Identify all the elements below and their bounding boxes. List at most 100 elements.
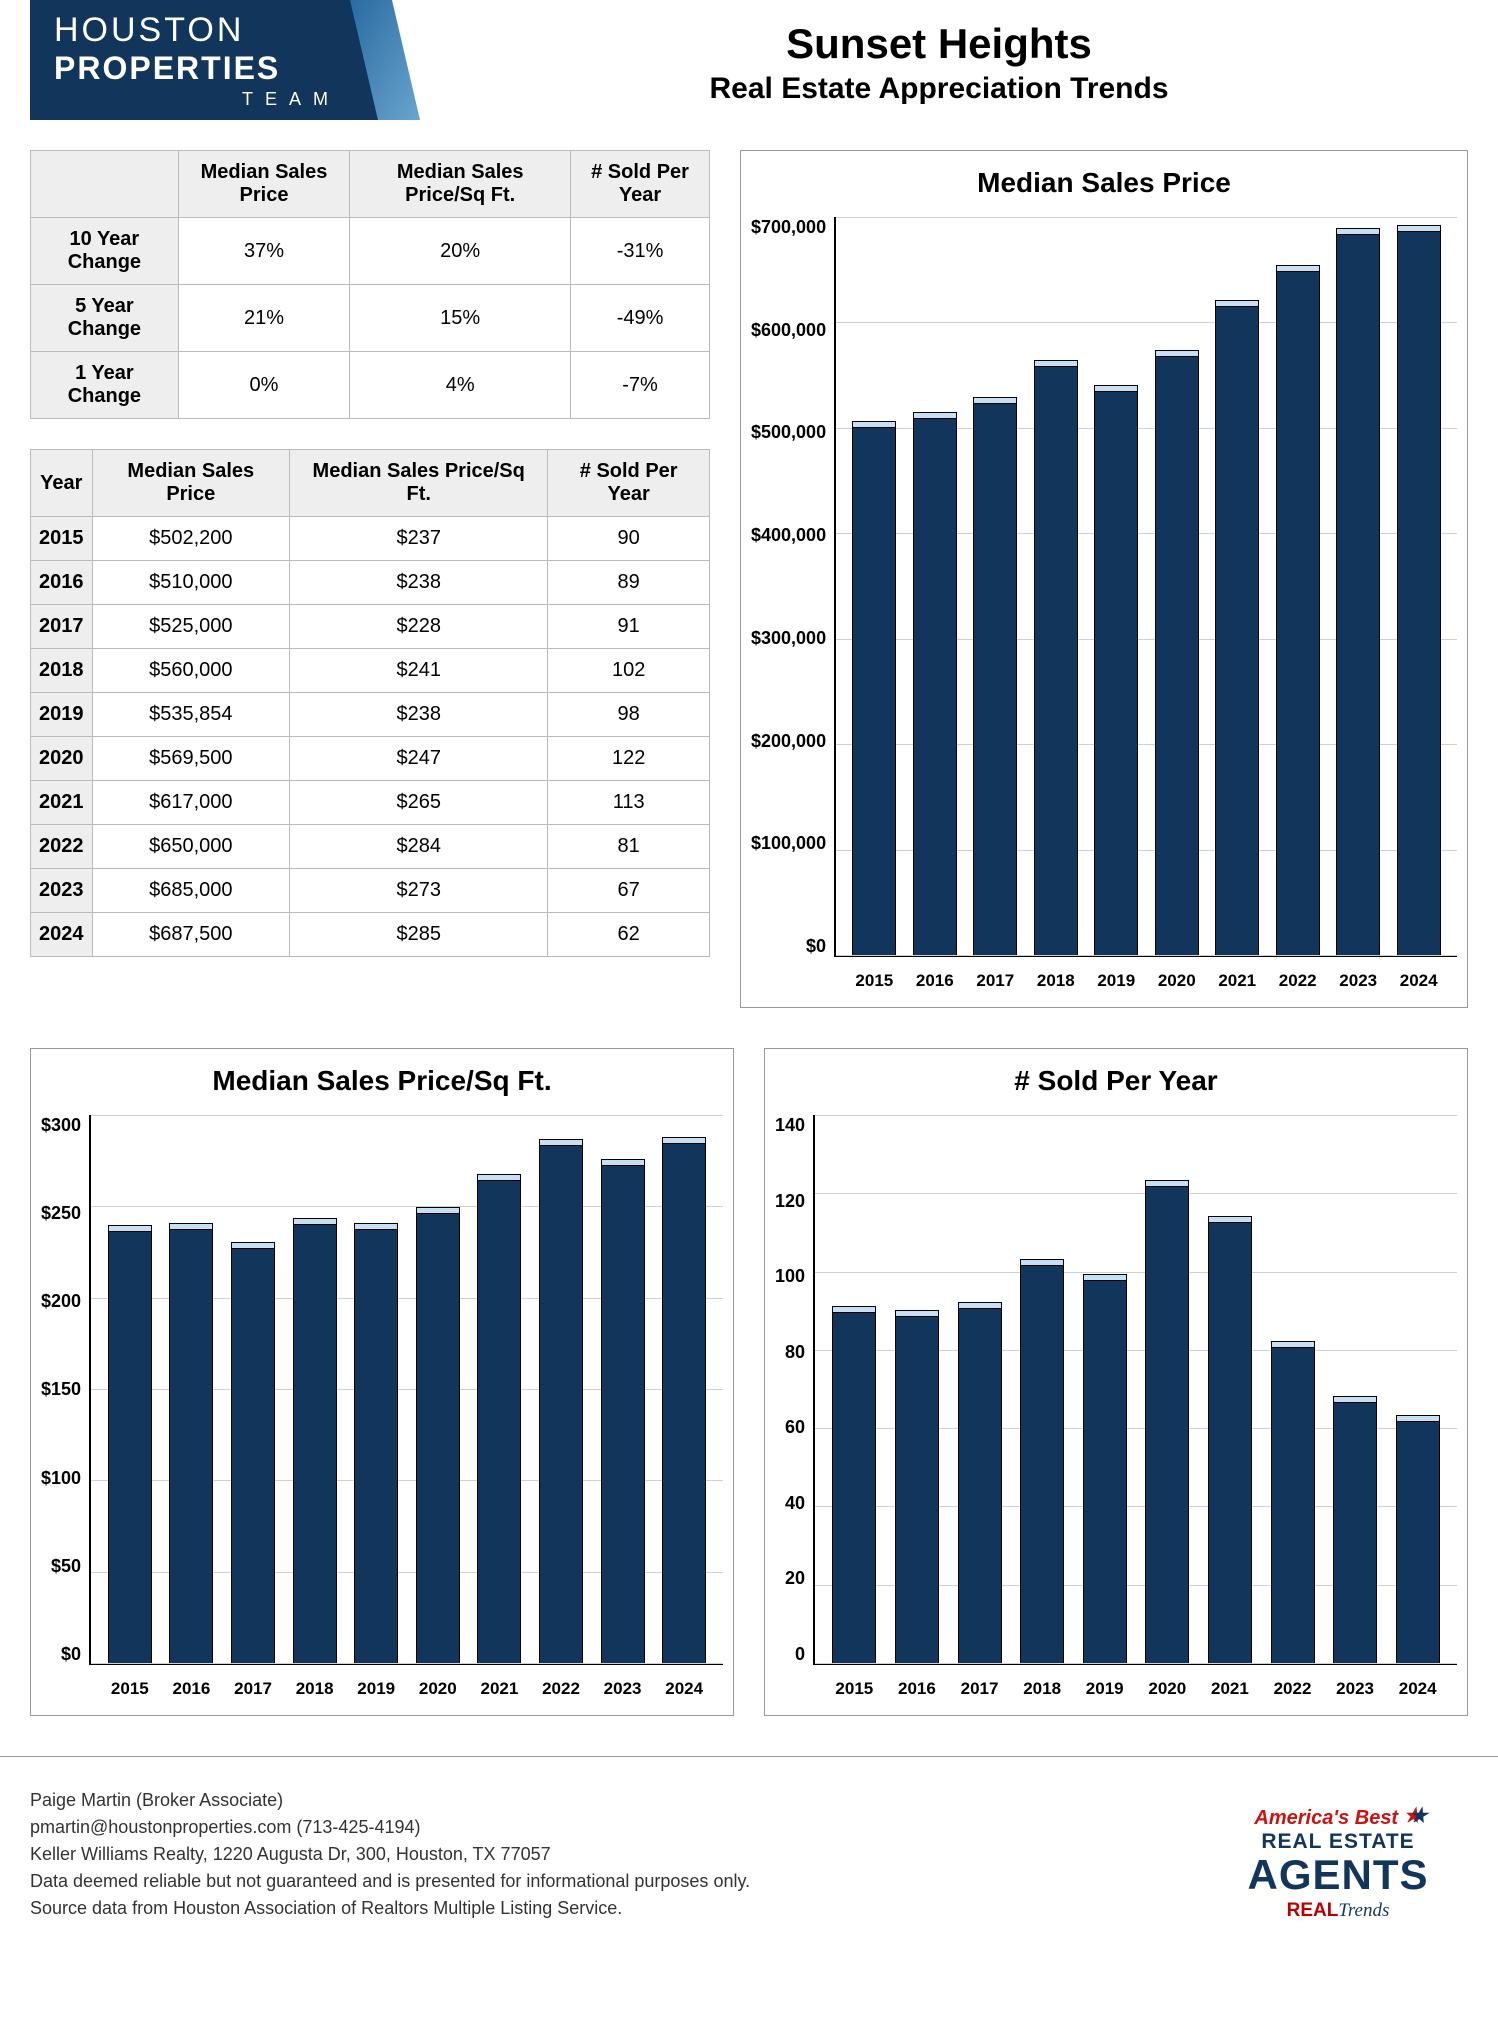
x-tick-label: 2015 — [835, 1679, 873, 1699]
x-tick-label: 2018 — [1037, 971, 1075, 991]
bar — [1020, 1264, 1064, 1663]
x-tick-label: 2021 — [1211, 1679, 1249, 1699]
table-row: 2016$510,000$23889 — [31, 561, 710, 605]
x-tick-label: 2017 — [961, 1679, 999, 1699]
chart-median-price: Median Sales Price $700,000$600,000$500,… — [740, 150, 1468, 1008]
bar — [108, 1230, 152, 1663]
x-tick-label: 2016 — [898, 1679, 936, 1699]
bar — [1034, 365, 1078, 955]
table-row: 2015$502,200$23790 — [31, 517, 710, 561]
chart-price-sqft: Median Sales Price/Sq Ft. $300$250$200$1… — [30, 1048, 734, 1716]
table-header: Median Sales Price — [178, 151, 350, 218]
x-tick-label: 2015 — [111, 1679, 149, 1699]
table-header: Median Sales Price/Sq Ft. — [350, 151, 571, 218]
x-tick-label: 2015 — [855, 971, 893, 991]
table-row: 2022$650,000$28481 — [31, 825, 710, 869]
bar — [1145, 1185, 1189, 1663]
logo-line1: HOUSTON — [54, 11, 370, 50]
x-tick-label: 2017 — [976, 971, 1014, 991]
bar — [958, 1307, 1002, 1663]
header: HOUSTON PROPERTIES TEAM Sunset Heights R… — [30, 0, 1468, 120]
bar — [1155, 355, 1199, 955]
x-tick-label: 2022 — [542, 1679, 580, 1699]
y-tick-label: $0 — [806, 936, 826, 957]
table-row: 5 Year Change21%15%-49% — [31, 285, 710, 352]
summary-table: Median Sales PriceMedian Sales Price/Sq … — [30, 150, 710, 419]
logo: HOUSTON PROPERTIES TEAM — [30, 0, 410, 120]
footer-address: Keller Williams Realty, 1220 Augusta Dr,… — [30, 1841, 750, 1868]
x-tick-label: 2018 — [1023, 1679, 1061, 1699]
y-tick-label: $300,000 — [751, 628, 826, 649]
table-row: 2023$685,000$27367 — [31, 869, 710, 913]
bar — [231, 1247, 275, 1663]
chart-title: # Sold Per Year — [775, 1065, 1457, 1097]
badge-line4b: Trends — [1338, 1900, 1389, 1921]
bar — [1396, 1420, 1440, 1663]
x-tick-label: 2023 — [1336, 1679, 1374, 1699]
bar — [1271, 1346, 1315, 1663]
badge-line4a: REAL — [1287, 1900, 1339, 1921]
x-tick-label: 2020 — [1158, 971, 1196, 991]
table-row: 2018$560,000$241102 — [31, 649, 710, 693]
title-block: Sunset Heights Real Estate Appreciation … — [410, 0, 1468, 106]
y-tick-label: 20 — [785, 1568, 805, 1589]
bar — [601, 1164, 645, 1663]
x-tick-label: 2022 — [1279, 971, 1317, 991]
y-tick-label: $600,000 — [751, 320, 826, 341]
x-tick-label: 2024 — [665, 1679, 703, 1699]
x-tick-label: 2017 — [234, 1679, 272, 1699]
chart-title: Median Sales Price/Sq Ft. — [41, 1065, 723, 1097]
x-tick-label: 2018 — [296, 1679, 334, 1699]
table-row: 2021$617,000$265113 — [31, 781, 710, 825]
table-row: 2019$535,854$23898 — [31, 693, 710, 737]
chart-title: Median Sales Price — [751, 167, 1457, 199]
y-tick-label: $100,000 — [751, 833, 826, 854]
bar — [416, 1212, 460, 1663]
bar — [852, 426, 896, 955]
x-tick-label: 2023 — [604, 1679, 642, 1699]
x-tick-label: 2021 — [480, 1679, 518, 1699]
bar — [832, 1311, 876, 1663]
y-tick-label: $400,000 — [751, 525, 826, 546]
bar — [354, 1228, 398, 1663]
x-tick-label: 2024 — [1400, 971, 1438, 991]
badge-americas-best: America's Best ★ REAL ESTATE AGENTS REAL… — [1208, 1805, 1468, 1922]
x-tick-label: 2023 — [1339, 971, 1377, 991]
y-tick-label: $300 — [41, 1115, 81, 1136]
bar — [1215, 305, 1259, 955]
x-tick-label: 2016 — [173, 1679, 211, 1699]
x-tick-label: 2021 — [1218, 971, 1256, 991]
table-header — [31, 151, 179, 218]
page-title-sub: Real Estate Appreciation Trends — [410, 72, 1468, 106]
yearly-table: YearMedian Sales PriceMedian Sales Price… — [30, 449, 710, 957]
bar — [662, 1142, 706, 1663]
logo-line3: TEAM — [54, 89, 340, 110]
y-tick-label: $200,000 — [751, 731, 826, 752]
y-tick-label: $150 — [41, 1379, 81, 1400]
x-tick-label: 2024 — [1399, 1679, 1437, 1699]
logo-line2: PROPERTIES — [54, 50, 370, 87]
bar — [973, 402, 1017, 956]
y-tick-label: 80 — [785, 1342, 805, 1363]
footer-disclaimer1: Data deemed reliable but not guaranteed … — [30, 1868, 750, 1895]
bar — [913, 417, 957, 955]
footer: Paige Martin (Broker Associate) pmartin@… — [30, 1787, 1468, 1942]
x-tick-label: 2020 — [1148, 1679, 1186, 1699]
bar — [169, 1228, 213, 1663]
y-tick-label: $50 — [51, 1556, 81, 1577]
chart-sold-per-year: # Sold Per Year 140120100806040200201520… — [764, 1048, 1468, 1716]
bar — [1094, 390, 1138, 955]
table-row: 2020$569,500$247122 — [31, 737, 710, 781]
y-tick-label: 60 — [785, 1417, 805, 1438]
page-title-main: Sunset Heights — [410, 20, 1468, 68]
y-tick-label: 100 — [775, 1266, 805, 1287]
x-tick-label: 2019 — [1086, 1679, 1124, 1699]
footer-broker: Paige Martin (Broker Associate) — [30, 1787, 750, 1814]
y-tick-label: 120 — [775, 1191, 805, 1212]
y-tick-label: 40 — [785, 1493, 805, 1514]
bar — [895, 1315, 939, 1663]
table-row: 1 Year Change0%4%-7% — [31, 352, 710, 419]
y-tick-label: $0 — [61, 1644, 81, 1665]
bar — [1276, 270, 1320, 955]
bar — [1333, 1401, 1377, 1663]
